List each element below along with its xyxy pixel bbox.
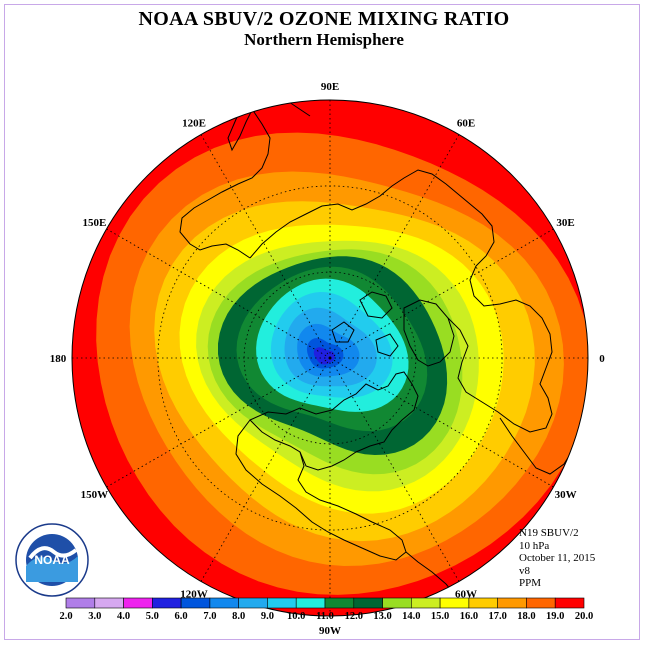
colorbar-swatch <box>468 597 498 609</box>
coastline-canada <box>249 371 419 471</box>
coastlines <box>179 100 575 597</box>
colorbar-tick-label: 19.0 <box>546 611 564 622</box>
info-level: 10 hPa <box>519 539 550 552</box>
colorbar-tick-label: 18.0 <box>517 611 535 622</box>
colorbar-tick-label: 3.0 <box>88 611 101 622</box>
coastline-asia-east <box>179 100 311 259</box>
coastline-north-america <box>235 419 407 561</box>
colorbar-tick-label: 14.0 <box>402 611 420 622</box>
colorbar-swatch <box>180 597 211 609</box>
colorbar-swatch <box>65 597 96 609</box>
graticule <box>72 100 588 616</box>
colorbar-tick-label: 10.0 <box>287 611 305 622</box>
colorbar-tick-label: 17.0 <box>489 611 507 622</box>
info-block: N19 SBUV/2 10 hPa October 11, 2015 v8 PP… <box>519 527 595 590</box>
colorbar-swatch <box>497 597 527 609</box>
logo-text: NOAA <box>34 553 70 567</box>
coastline-arctic-islands <box>331 291 399 357</box>
colorbar-swatch <box>410 597 441 609</box>
meridian-label: 30W <box>555 489 577 501</box>
colorbar-tick-label: 6.0 <box>175 611 188 622</box>
meridian-label: 150E <box>82 217 106 229</box>
map-subtitle: Northern Hemisphere <box>244 30 404 49</box>
meridian-labels: 90E 60E 30E 0 30W 60W 90W 120W 150W 180 150E 120E <box>50 81 606 637</box>
colorbar-swatch <box>382 597 412 609</box>
meridian-label: 30E <box>556 217 574 229</box>
colorbar-tick-label: 20.0 <box>575 611 593 622</box>
map-border <box>71 99 589 617</box>
colorbar-swatch <box>152 597 182 609</box>
colorbar-swatch <box>439 597 470 609</box>
colorbar-tick-label: 4.0 <box>117 611 130 622</box>
colorbar-swatch <box>295 597 326 609</box>
meridian-label: 90W <box>319 625 341 637</box>
colorbar-swatch <box>324 597 355 609</box>
colorbar-tick-label: 15.0 <box>431 611 449 622</box>
coastline-eurasia <box>249 169 553 433</box>
meridian-label: 180 <box>50 353 67 365</box>
meridian-label: 120E <box>182 117 206 129</box>
info-version: v8 <box>519 564 530 577</box>
colorbar-tick-label: 8.0 <box>232 611 245 622</box>
map-title: NOAA SBUV/2 OZONE MIXING RATIO <box>138 8 510 30</box>
colorbar-tick-label: 2.0 <box>59 611 72 622</box>
meridian-label: 60W <box>455 589 477 601</box>
meridian-label: 150W <box>81 489 109 501</box>
coastline-africa <box>499 417 575 475</box>
colorbar-swatch <box>267 597 297 609</box>
colorbar-tick-label: 11.0 <box>316 611 334 622</box>
meridian-label: 60E <box>457 117 475 129</box>
colorbar-tick-label: 5.0 <box>146 611 159 622</box>
colorbar-swatch <box>94 597 124 609</box>
colorbar-swatch <box>238 597 268 609</box>
colorbar-tick-label: 9.0 <box>261 611 274 622</box>
colorbar-swatch <box>123 597 153 609</box>
colorbar-tick-label: 7.0 <box>203 611 216 622</box>
meridian-label: 90E <box>321 81 339 93</box>
colorbar-swatch <box>526 597 556 609</box>
noaa-logo: NOAA <box>14 522 90 598</box>
colorbar-swatch <box>353 597 383 609</box>
figure-frame <box>4 4 640 640</box>
meridian-label: 0 <box>599 353 605 365</box>
colorbar-tick-label: 16.0 <box>460 611 478 622</box>
colorbar-tick-label: 13.0 <box>373 611 391 622</box>
info-date: October 11, 2015 <box>519 552 596 564</box>
info-units: PPM <box>519 577 542 589</box>
meridian-label: 120W <box>180 589 208 601</box>
colorbar-swatch <box>209 597 239 609</box>
contour-band-4.0-5.0 <box>313 347 335 365</box>
ozone-contour-bands <box>72 100 588 616</box>
info-satellite: N19 SBUV/2 <box>519 527 579 539</box>
colorbar-tick-label: 12.0 <box>345 611 363 622</box>
colorbar-swatch <box>554 597 585 609</box>
coastline-greenland <box>403 299 455 367</box>
colorbar: 2.0 3.0 4.0 5.0 6.0 7.0 8.0 9.0 10.0 11.0 12.0 13.0… <box>59 597 593 622</box>
